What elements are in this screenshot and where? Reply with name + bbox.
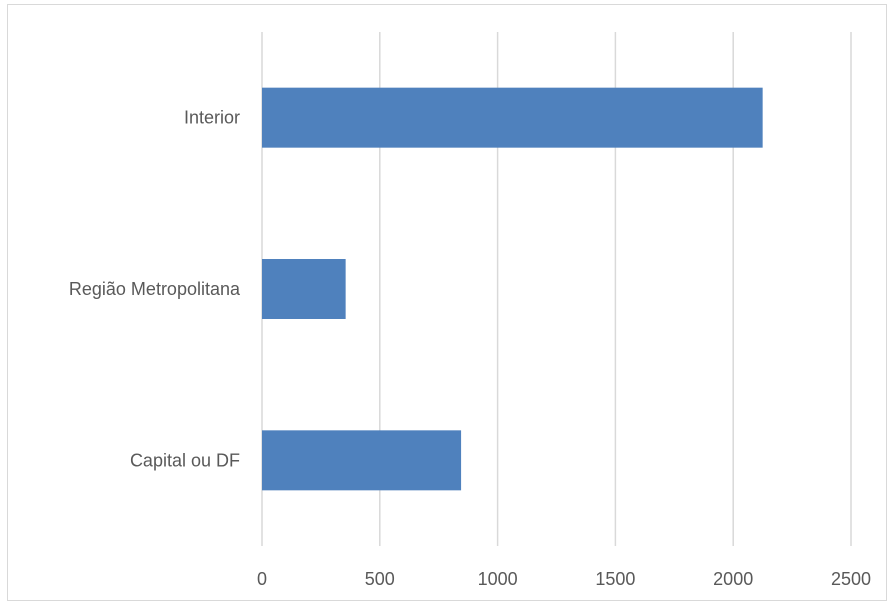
bar	[262, 87, 763, 148]
category-label: Capital ou DF	[130, 450, 240, 470]
x-tick-label: 1000	[478, 569, 518, 589]
x-tick-label: 1500	[595, 569, 635, 589]
bar	[262, 430, 462, 491]
bar	[262, 259, 346, 319]
x-tick-label: 2500	[831, 569, 871, 589]
x-tick-label: 2000	[713, 569, 753, 589]
category-label: Região Metropolitana	[69, 279, 241, 299]
x-tick-label: 0	[257, 569, 267, 589]
x-tick-label: 500	[365, 569, 395, 589]
category-label: Interior	[184, 108, 240, 128]
